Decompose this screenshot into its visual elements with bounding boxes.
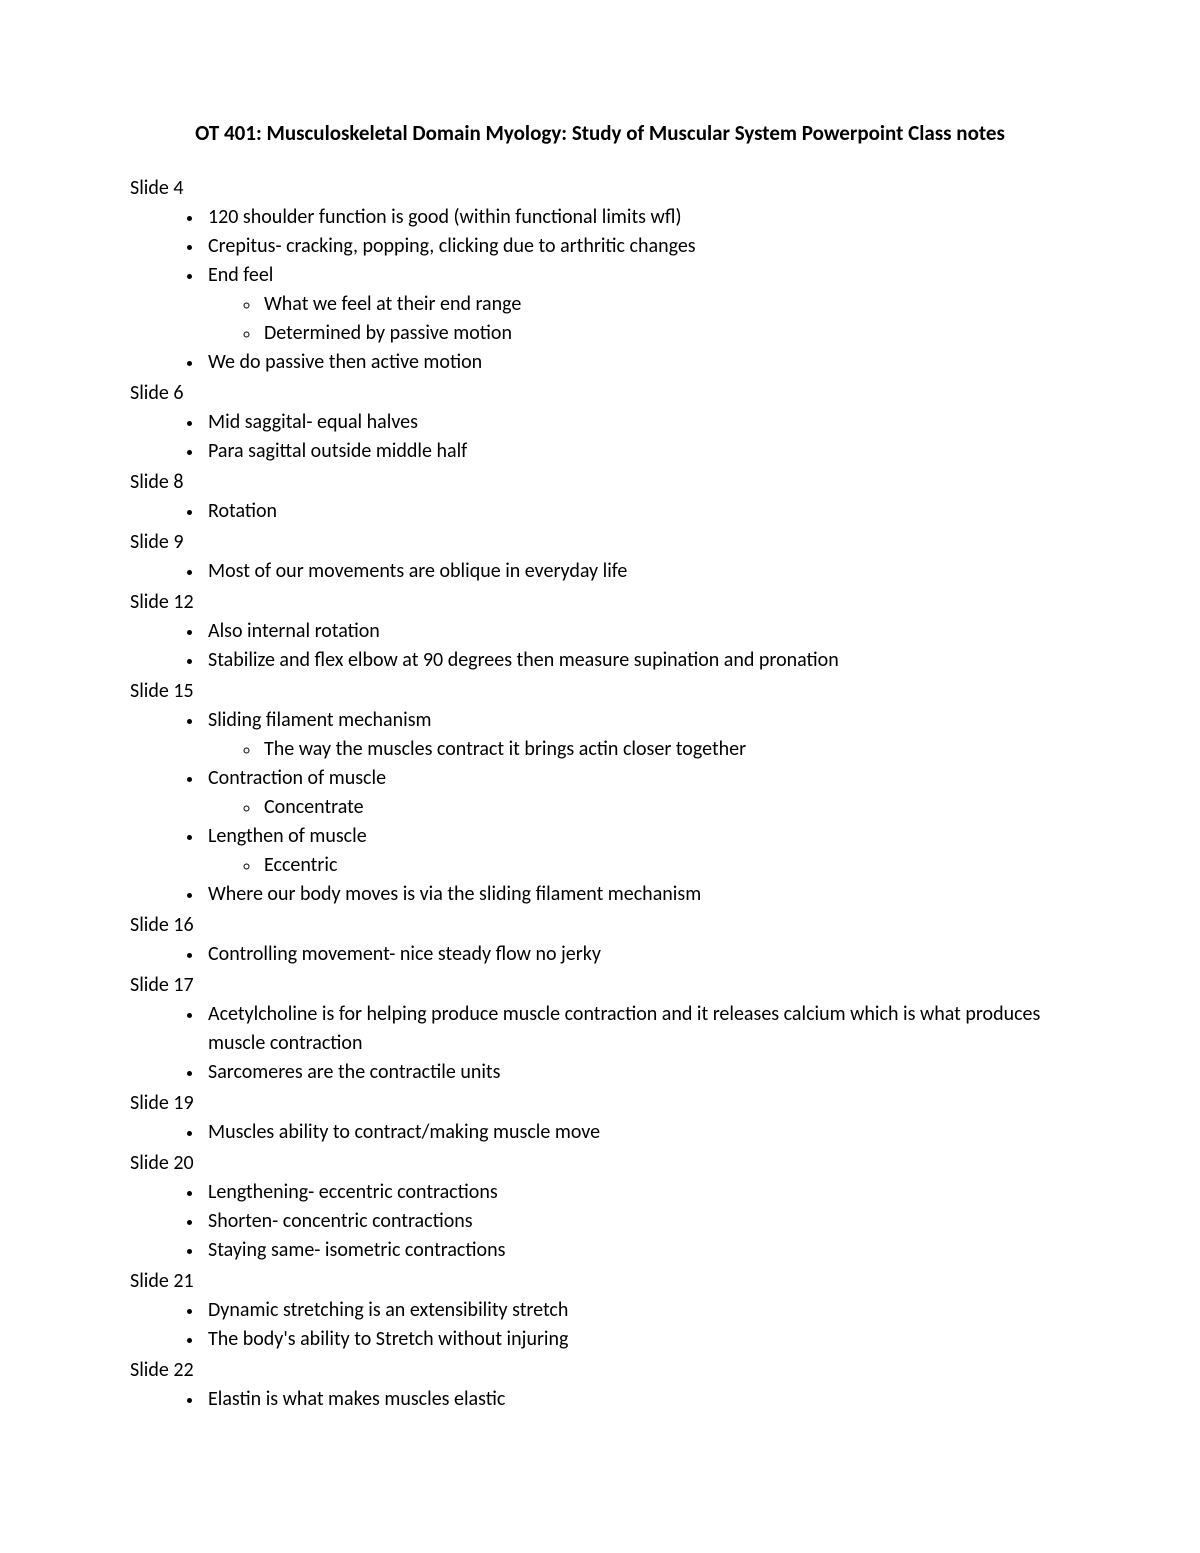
list-item: Shorten- concentric contractions [204, 1207, 1070, 1236]
list-item: Muscles ability to contract/making muscl… [204, 1118, 1070, 1147]
list-item-text: Stabilize and flex elbow at 90 degrees t… [208, 648, 839, 672]
list-item: Also internal rotation [204, 617, 1070, 646]
list-item: Para sagittal outside middle half [204, 437, 1070, 466]
slide-heading: Slide 20 [130, 1149, 1070, 1178]
list-item-text: Most of our movements are oblique in eve… [208, 559, 627, 583]
list-item-text: End feel [208, 263, 273, 287]
list-item-text: Muscles ability to contract/making muscl… [208, 1120, 600, 1144]
list-item: Controlling movement- nice steady flow n… [204, 940, 1070, 969]
list-item: Lengthening- eccentric contractions [204, 1178, 1070, 1207]
bullet-list: Most of our movements are oblique in eve… [130, 557, 1070, 586]
list-item: Staying same- isometric contractions [204, 1236, 1070, 1265]
list-item-text: Acetylcholine is for helping produce mus… [208, 1002, 1040, 1055]
sub-list-item: The way the muscles contract it brings a… [260, 735, 1070, 764]
list-item-text: Sarcomeres are the contractile units [208, 1060, 500, 1084]
slide-heading: Slide 17 [130, 971, 1070, 1000]
list-item-text: Sliding filament mechanism [208, 708, 432, 732]
list-item: Stabilize and flex elbow at 90 degrees t… [204, 646, 1070, 675]
bullet-list: Lengthening- eccentric contractions Short… [130, 1178, 1070, 1265]
list-item-text: Staying same- isometric contractions [208, 1238, 505, 1262]
list-item: Where our body moves is via the sliding … [204, 880, 1070, 909]
bullet-list: 120 shoulder function is good (within fu… [130, 203, 1070, 377]
slide-heading: Slide 22 [130, 1356, 1070, 1385]
sub-bullet-list: The way the muscles contract it brings a… [208, 735, 1070, 764]
slide-heading: Slide 21 [130, 1267, 1070, 1296]
slide-heading: Slide 19 [130, 1089, 1070, 1118]
list-item: Lengthen of muscle Eccentric [204, 822, 1070, 880]
bullet-list: Also internal rotation Stabilize and flex… [130, 617, 1070, 675]
page-title: OT 401: Musculoskeletal Domain Myology: … [130, 120, 1070, 146]
document-page: OT 401: Musculoskeletal Domain Myology: … [0, 0, 1200, 1494]
bullet-list: Acetylcholine is for helping produce mus… [130, 1000, 1070, 1087]
sub-bullet-list: What we feel at their end rangeDetermine… [208, 290, 1070, 348]
bullet-list: Mid saggital- equal halves Para sagittal … [130, 408, 1070, 466]
list-item: Crepitus- cracking, popping, clicking du… [204, 232, 1070, 261]
list-item-text: Lengthen of muscle [208, 824, 367, 848]
list-item: Mid saggital- equal halves [204, 408, 1070, 437]
list-item-text: We do passive then active motion [208, 350, 482, 374]
list-item: Dynamic stretching is an extensibility s… [204, 1296, 1070, 1325]
list-item: Acetylcholine is for helping produce mus… [204, 1000, 1070, 1058]
slide-heading: Slide 12 [130, 588, 1070, 617]
list-item-text: Para sagittal outside middle half [208, 439, 467, 463]
list-item: End feel What we feel at their end rangeD… [204, 261, 1070, 348]
slide-heading: Slide 6 [130, 379, 1070, 408]
slide-heading: Slide 9 [130, 528, 1070, 557]
list-item: Sarcomeres are the contractile units [204, 1058, 1070, 1087]
slide-heading: Slide 15 [130, 677, 1070, 706]
list-item-text: 120 shoulder function is good (within fu… [208, 205, 682, 229]
bullet-list: Sliding filament mechanism The way the mu… [130, 706, 1070, 909]
bullet-list: Controlling movement- nice steady flow n… [130, 940, 1070, 969]
list-item-text: The body's ability to Stretch without in… [208, 1327, 568, 1351]
list-item-text: Mid saggital- equal halves [208, 410, 418, 434]
sub-bullet-list: Concentrate [208, 793, 1070, 822]
list-item-text: Lengthening- eccentric contractions [208, 1180, 498, 1204]
list-item-text: Elastin is what makes muscles elastic [208, 1387, 505, 1411]
list-item-text: Shorten- concentric contractions [208, 1209, 473, 1233]
sub-list-item: Concentrate [260, 793, 1070, 822]
list-item-text: Where our body moves is via the sliding … [208, 882, 701, 906]
slide-heading: Slide 16 [130, 911, 1070, 940]
bullet-list: Rotation [130, 497, 1070, 526]
bullet-list: Muscles ability to contract/making muscl… [130, 1118, 1070, 1147]
list-item-text: Rotation [208, 499, 277, 523]
list-item: The body's ability to Stretch without in… [204, 1325, 1070, 1354]
slide-heading: Slide 8 [130, 468, 1070, 497]
list-item: Elastin is what makes muscles elastic [204, 1385, 1070, 1414]
slide-heading: Slide 4 [130, 174, 1070, 203]
bullet-list: Elastin is what makes muscles elastic [130, 1385, 1070, 1414]
list-item: We do passive then active motion [204, 348, 1070, 377]
sub-list-item: What we feel at their end range [260, 290, 1070, 319]
notes-body: Slide 4120 shoulder function is good (wi… [130, 174, 1070, 1414]
list-item-text: Also internal rotation [208, 619, 380, 643]
list-item-text: Dynamic stretching is an extensibility s… [208, 1298, 568, 1322]
sub-list-item: Determined by passive motion [260, 319, 1070, 348]
list-item: Contraction of muscle Concentrate [204, 764, 1070, 822]
list-item-text: Contraction of muscle [208, 766, 386, 790]
list-item: Rotation [204, 497, 1070, 526]
sub-list-item: Eccentric [260, 851, 1070, 880]
list-item: Most of our movements are oblique in eve… [204, 557, 1070, 586]
list-item-text: Crepitus- cracking, popping, clicking du… [208, 234, 696, 258]
list-item: 120 shoulder function is good (within fu… [204, 203, 1070, 232]
sub-bullet-list: Eccentric [208, 851, 1070, 880]
list-item-text: Controlling movement- nice steady flow n… [208, 942, 601, 966]
list-item: Sliding filament mechanism The way the mu… [204, 706, 1070, 764]
bullet-list: Dynamic stretching is an extensibility s… [130, 1296, 1070, 1354]
